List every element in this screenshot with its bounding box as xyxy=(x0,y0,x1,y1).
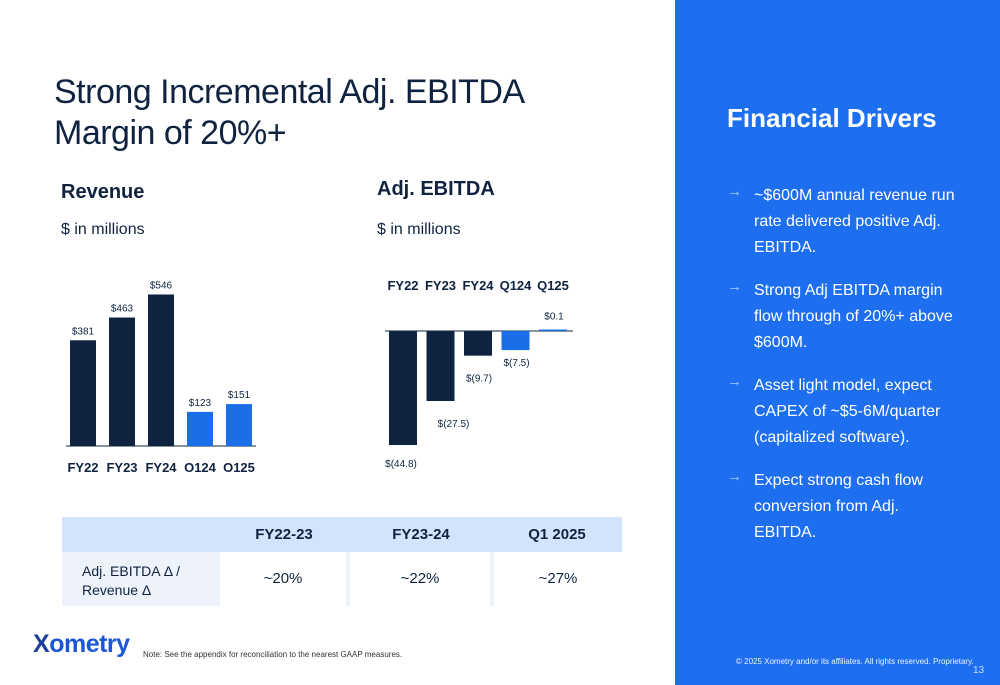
table-header-row: FY22-23 FY23-24 Q1 2025 xyxy=(62,517,622,552)
category-label: FY22 xyxy=(387,278,418,293)
bar xyxy=(464,331,492,356)
ebitda-chart-title: Adj. EBITDA xyxy=(377,178,495,200)
driver-text: ~$600M annual revenue run rate delivered… xyxy=(754,187,955,256)
bar xyxy=(539,329,567,331)
revenue-chart: $381 FY22 $463 FY23 $546 FY24 $123 O124 $151 O125 xyxy=(66,280,256,475)
logo-text: ometry xyxy=(49,630,130,658)
data-label: $(7.5) xyxy=(503,358,529,369)
financial-drivers-panel: Financial Drivers → ~$600M annual revenu… xyxy=(675,0,1000,685)
footnote: Note: See the appendix for reconciliatio… xyxy=(143,650,403,659)
table-cell-q1-2025: ~27% xyxy=(494,552,622,606)
arrow-right-icon: → xyxy=(727,468,742,485)
driver-text: Asset light model, expect CAPEX of ~$5-6… xyxy=(754,377,941,446)
revenue-chart-title: Revenue xyxy=(61,181,145,203)
page-number: 13 xyxy=(973,665,985,676)
data-label: $(27.5) xyxy=(438,419,470,430)
category-label: Q125 xyxy=(537,278,569,293)
category-label: FY22 xyxy=(67,460,98,475)
arrow-right-icon: → xyxy=(727,183,742,200)
table-cell-fy22-23: ~20% xyxy=(220,552,346,606)
data-label: $463 xyxy=(111,304,134,315)
table-header-q1-2025: Q1 2025 xyxy=(528,526,586,543)
driver-text: Expect strong cash flow conversion from … xyxy=(754,472,923,541)
bar xyxy=(109,317,135,446)
ebitda-chart-subtitle: $ in millions xyxy=(377,221,461,238)
bar xyxy=(426,331,455,401)
table-header-fy22-23: FY22-23 xyxy=(255,526,313,543)
category-label: O125 xyxy=(223,460,255,475)
financial-drivers-title: Financial Drivers xyxy=(727,103,937,133)
driver-text: Strong Adj EBITDA margin flow through of… xyxy=(754,282,953,351)
bar xyxy=(501,331,530,351)
data-label: $(44.8) xyxy=(385,459,417,470)
table-header-empty xyxy=(62,517,218,552)
ebitda-chart: $(44.8) FY22 $(27.5) FY23 $(9.7) FY24 $(7.5) Q1… xyxy=(385,278,573,470)
data-label: $(9.7) xyxy=(466,374,492,385)
table-header-fy23-24: FY23-24 xyxy=(392,526,450,543)
arrow-right-icon: → xyxy=(727,278,742,295)
bar xyxy=(148,294,174,446)
data-label: $546 xyxy=(150,280,173,291)
category-label: O124 xyxy=(184,460,217,475)
copyright-notice: © 2025 Xometry and/or its affiliates. Al… xyxy=(736,657,974,666)
category-label: FY24 xyxy=(145,460,177,475)
category-label: FY23 xyxy=(425,278,456,293)
data-label: $123 xyxy=(189,398,212,409)
data-label: $381 xyxy=(72,326,95,337)
category-label: FY23 xyxy=(106,460,137,475)
category-label: Q124 xyxy=(500,278,533,293)
arrow-right-icon: → xyxy=(727,373,742,390)
logo-mark: X xyxy=(33,630,50,658)
bar xyxy=(226,404,252,446)
category-label: FY24 xyxy=(462,278,494,293)
data-label: $0.1 xyxy=(544,312,564,323)
table-row-label: Adj. EBITDA Δ / Revenue Δ xyxy=(82,563,181,598)
ebitda-margin-table: FY22-23 FY23-24 Q1 2025 Adj. EBITDA Δ / … xyxy=(62,517,622,606)
bar xyxy=(187,411,213,446)
revenue-chart-subtitle: $ in millions xyxy=(61,221,145,238)
bar xyxy=(70,340,96,446)
bar xyxy=(389,331,417,446)
xometry-logo: Xometry xyxy=(33,630,130,659)
data-label: $151 xyxy=(228,390,251,401)
slide-title: Strong Incremental Adj. EBITDA Margin of… xyxy=(54,73,523,152)
table-cell-fy23-24: ~22% xyxy=(350,552,490,606)
